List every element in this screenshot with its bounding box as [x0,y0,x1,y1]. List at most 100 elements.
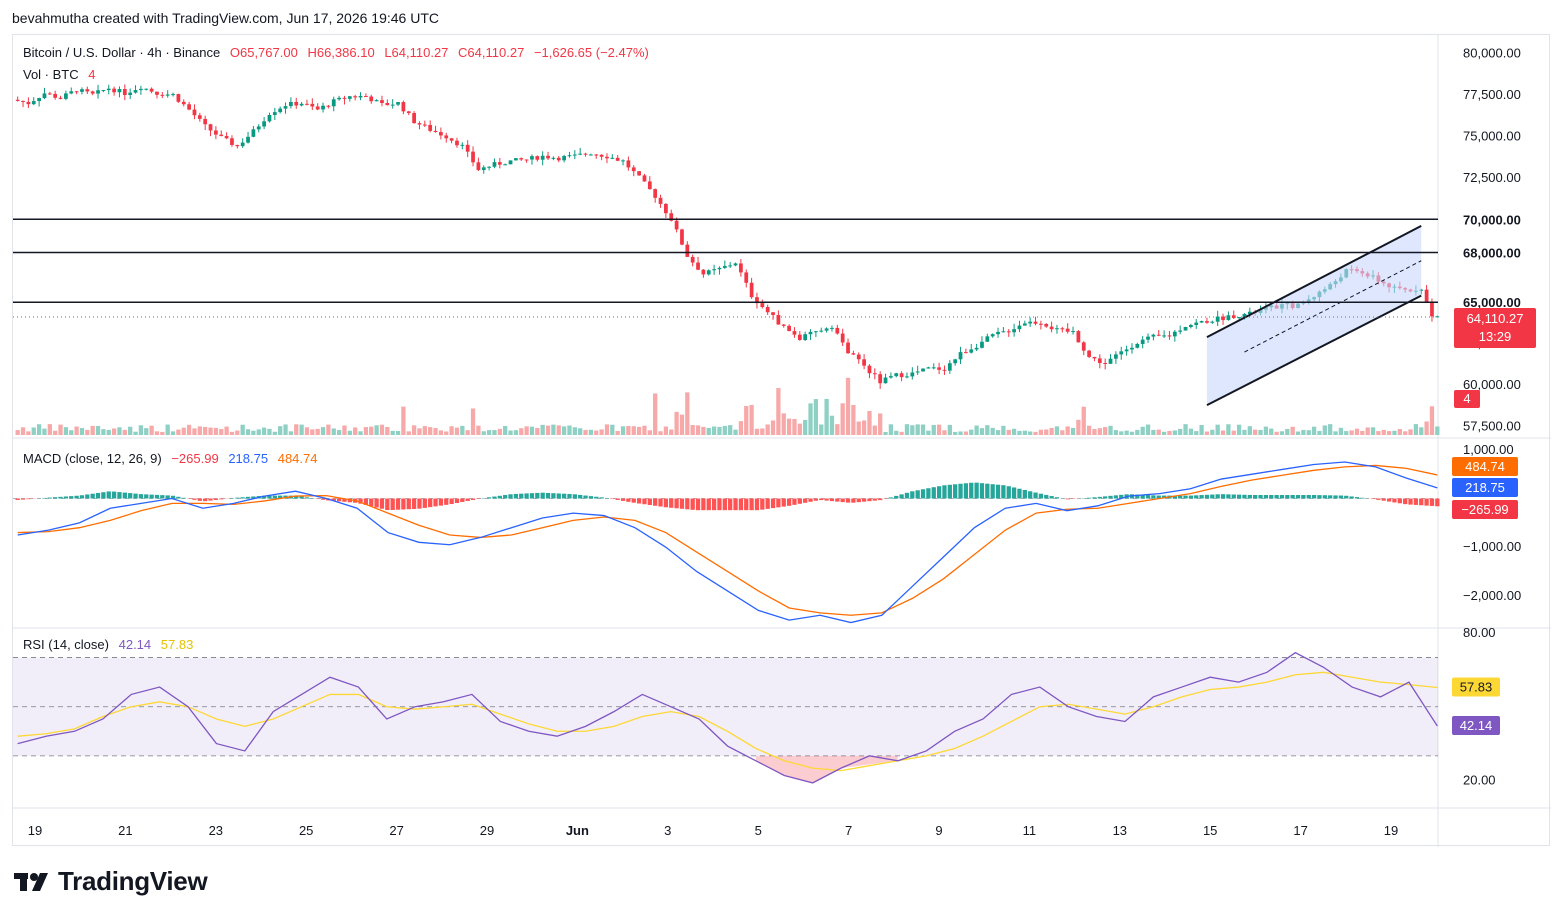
volume-bar [181,427,186,435]
volume-bar [1210,429,1215,435]
volume-bar [492,430,497,435]
volume-bar [540,424,545,435]
candle-body [497,162,502,165]
last-price-value: 64,110.27 [1466,311,1524,326]
symbol-legend[interactable]: Bitcoin / U.S. Dollar · 4h · Binance O65… [23,45,655,60]
candle [21,100,25,108]
macd-histogram-bar [701,498,706,511]
candle [696,256,700,271]
volume-bar [353,427,358,435]
macd-histogram-bar [556,493,561,499]
macd-histogram-bar [144,494,149,499]
level-label: 70,000.00 [1463,212,1521,227]
macd-histogram-bar [620,498,626,501]
candle [497,157,502,169]
candle [701,269,706,278]
macd-legend[interactable]: MACD (close, 12, 26, 9) −265.99 218.75 4… [23,451,323,466]
candle-body [1430,302,1434,317]
candle [197,112,202,122]
candle-body [958,352,963,360]
candle-body [776,315,781,325]
macd-histogram-bar [331,498,336,501]
candle-body [621,160,625,162]
candle-body [803,334,808,340]
candle-body [1424,289,1429,303]
volume-legend[interactable]: Vol · BTC 4 [23,67,101,82]
macd-histogram-bar [851,498,856,503]
macd-histogram-bar [1392,498,1397,503]
volume-bar [256,429,261,435]
candle [1210,320,1215,324]
volume-bar [1167,430,1172,435]
candle [1103,358,1108,370]
candle-body [246,136,250,143]
candle [792,327,797,338]
macd-histogram-bar [1269,495,1274,499]
candle [519,157,524,161]
candle-body [406,111,411,114]
volume-bar [95,426,101,435]
candle [1033,316,1038,326]
volume-bar [744,405,749,435]
volume-bar [615,431,620,435]
candle [1151,333,1156,341]
macd-histogram-bar [1258,495,1263,499]
volume-bar [851,405,856,435]
macd-histogram-bar [26,498,31,500]
volume-bar [47,424,52,435]
macd-histogram-bar [336,498,342,502]
candle [47,91,52,95]
candle-body [412,113,416,124]
macd-histogram-bar [1354,497,1360,499]
candle [80,87,84,95]
candle-body [926,367,931,369]
candle-body [224,136,229,139]
rsi-legend[interactable]: RSI (14, close) 42.14 57.83 [23,637,199,652]
candle [1001,327,1006,333]
macd-histogram-bar [572,494,577,499]
symbol-title[interactable]: Bitcoin / U.S. Dollar · 4h · Binance [23,45,221,60]
time-axis-label: 13 [1113,823,1127,838]
macd-histogram-bar [1435,498,1440,507]
rsi-ma-value: 57.83 [160,637,194,652]
volume-bar [1017,430,1022,435]
candle [647,176,652,190]
macd-histogram-bar [636,498,642,504]
candle [353,94,358,101]
candle-body [267,115,272,122]
candle-body [1012,329,1016,333]
volume-bar [444,431,449,435]
candle-body [867,365,872,374]
candle [605,153,609,164]
macd-histogram-bar [1274,495,1279,499]
candle [240,138,245,148]
candle-body [1130,347,1134,350]
macd-histogram-bar [561,493,567,499]
chart-canvas[interactable]: 80,000.0077,500.0075,000.0072,500.0062,5… [13,35,1551,847]
volume-bar [20,427,26,435]
macd-histogram-bar [781,498,786,507]
candle-body [653,189,658,198]
candle [824,327,829,333]
candle [428,120,433,133]
candle-body [1140,339,1145,344]
macd-histogram-bar [1022,490,1027,499]
macd-histogram-bar [765,498,770,509]
time-axis-label: 17 [1293,823,1307,838]
volume-bar [1124,430,1129,435]
volume-bar [567,425,572,435]
candle-body [1210,321,1215,323]
volume-bar [647,430,652,435]
macd-histogram-bar [1097,496,1102,499]
candle-body [1194,322,1199,326]
candle-body [149,88,154,92]
macd-histogram-bar [342,498,347,502]
candle [299,101,304,107]
candle [915,365,920,375]
macd-histogram-bar [894,495,899,499]
candle-body [133,90,138,93]
macd-histogram-bar [1290,495,1295,499]
macd-histogram-bar [90,493,95,499]
chart-frame[interactable]: 80,000.0077,500.0075,000.0072,500.0062,5… [12,34,1551,847]
candle [626,156,631,171]
